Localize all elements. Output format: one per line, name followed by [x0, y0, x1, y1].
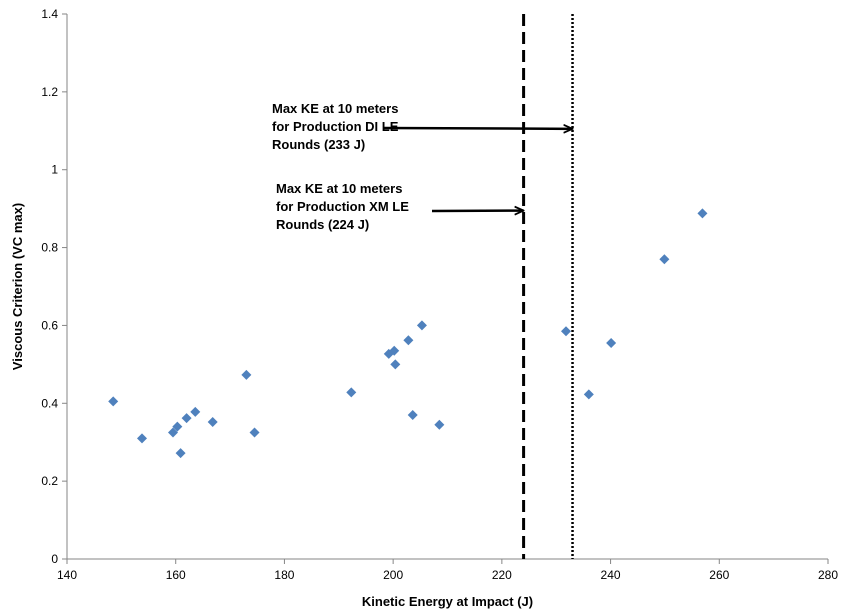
data-point — [346, 387, 357, 398]
annotation-text-line: Max KE at 10 meters — [276, 181, 402, 196]
x-tick-label: 240 — [601, 568, 621, 582]
y-tick-label: 0.8 — [41, 241, 58, 255]
data-point — [389, 345, 400, 356]
data-point — [407, 409, 418, 420]
x-tick-label: 160 — [166, 568, 186, 582]
annotation: Max KE at 10 meters for Production XM LE R… — [276, 181, 524, 232]
data-point — [207, 416, 218, 427]
data-point — [172, 421, 183, 432]
x-axis-ticks: 140 160 180 200 220 240 260 280 — [57, 559, 838, 582]
reference-lines — [522, 14, 574, 559]
y-tick-label: 0.6 — [41, 318, 58, 332]
x-tick-label: 280 — [818, 568, 838, 582]
data-point — [108, 396, 119, 407]
data-point — [190, 406, 201, 417]
data-point — [137, 433, 148, 444]
axes: 140 160 180 200 220 240 260 280 0 0.2 0.4 0.6 0.8 1 1… — [41, 7, 838, 582]
data-point — [167, 427, 178, 438]
x-tick-label: 140 — [57, 568, 77, 582]
data-point — [390, 359, 401, 370]
y-tick-label: 1.2 — [41, 85, 58, 99]
annotation-text-line: Rounds (233 J) — [272, 137, 365, 152]
annotation-text-line: Max KE at 10 meters — [272, 101, 398, 116]
data-point — [560, 326, 571, 337]
data-point — [175, 448, 186, 459]
y-tick-label: 1 — [51, 163, 58, 177]
data-point — [606, 337, 617, 348]
annotation-text-line: Rounds (224 J) — [276, 217, 369, 232]
y-tick-label: 1.4 — [41, 7, 58, 21]
y-tick-label: 0.2 — [41, 474, 58, 488]
data-points — [108, 208, 708, 459]
data-point — [181, 413, 192, 424]
y-axis-title: Viscous Criterion (VC max) — [10, 203, 25, 370]
data-point — [416, 320, 427, 331]
annotation-text-line: for Production XM LE — [276, 199, 409, 214]
data-point — [249, 427, 260, 438]
x-tick-label: 220 — [492, 568, 512, 582]
annotations: Max KE at 10 meters for Production DI LE R… — [272, 101, 573, 232]
x-tick-label: 180 — [274, 568, 294, 582]
x-tick-label: 200 — [383, 568, 403, 582]
data-point — [583, 389, 594, 400]
data-point — [434, 419, 445, 430]
data-point — [659, 254, 670, 265]
y-tick-label: 0 — [51, 552, 58, 566]
data-point — [403, 335, 414, 346]
annotation-text-line: for Production DI LE — [272, 119, 399, 134]
data-point — [241, 369, 252, 380]
annotation: Max KE at 10 meters for Production DI LE R… — [272, 101, 573, 152]
y-axis-ticks: 0 0.2 0.4 0.6 0.8 1 1.2 1.4 — [41, 7, 67, 566]
x-axis-title: Kinetic Energy at Impact (J) — [362, 594, 533, 609]
annotation-arrow — [382, 128, 573, 129]
data-point — [697, 208, 708, 219]
x-tick-label: 260 — [709, 568, 729, 582]
y-tick-label: 0.4 — [41, 396, 58, 410]
